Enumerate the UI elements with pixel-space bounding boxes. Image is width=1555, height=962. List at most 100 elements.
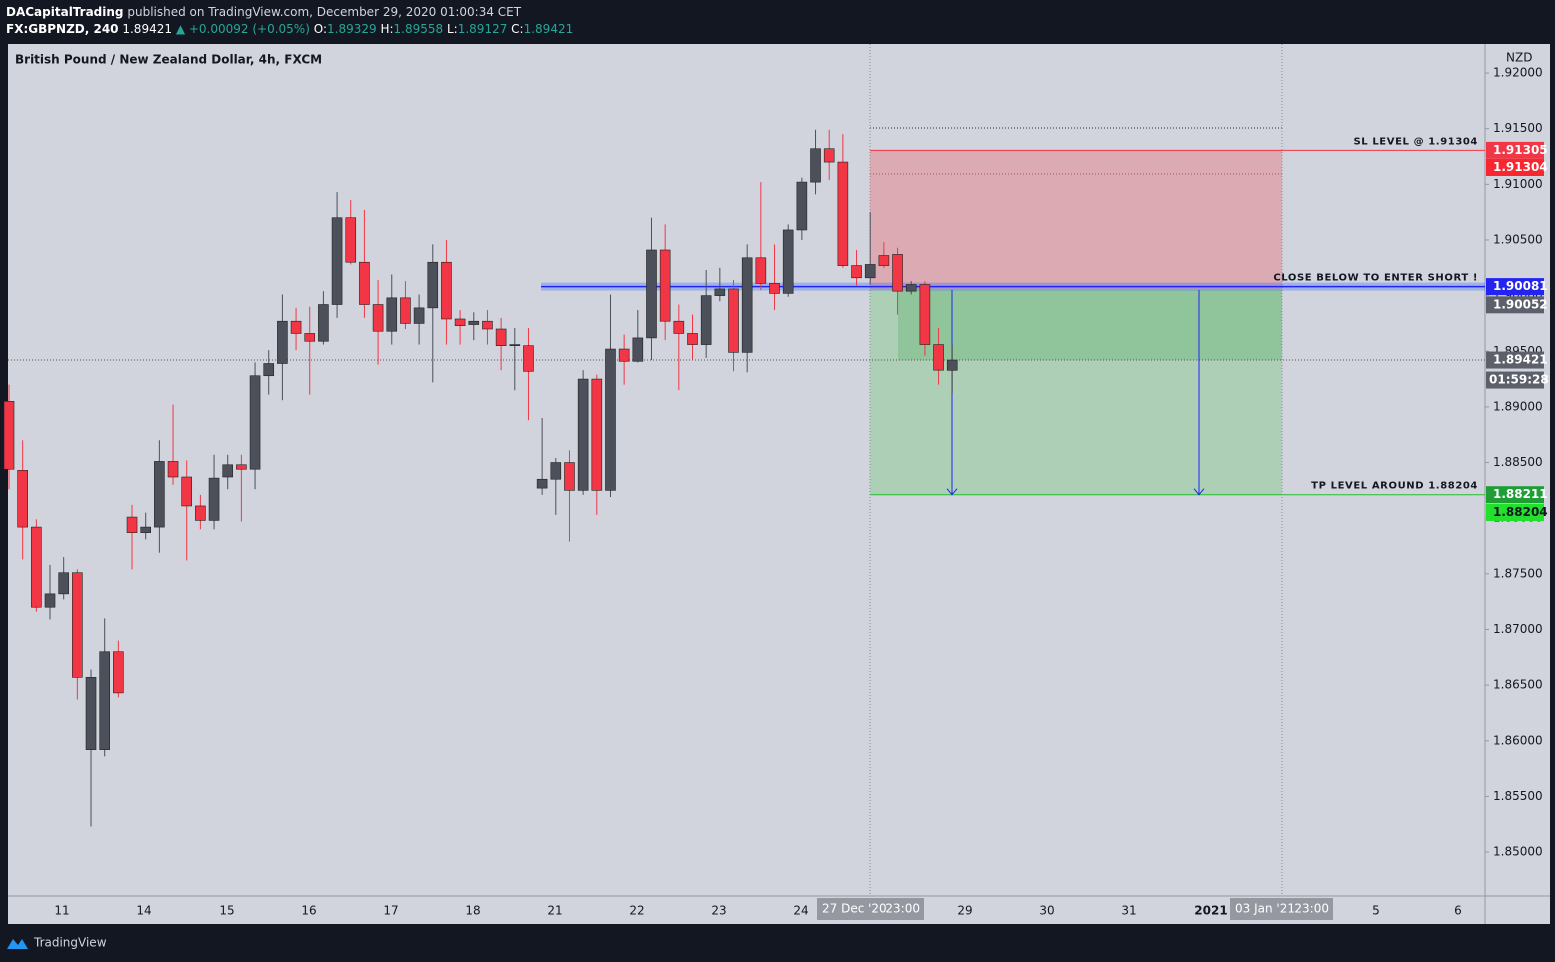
- candle-body: [482, 320, 493, 330]
- last-price: 1.89421: [122, 22, 172, 36]
- price-badge-label: 1.91304: [1493, 160, 1548, 174]
- candle-body: [3, 401, 15, 470]
- arrow-head: [1193, 488, 1205, 496]
- candle-body: [195, 505, 206, 521]
- x-tick-label: 30: [1039, 904, 1054, 918]
- candle-body: [796, 181, 808, 231]
- x-tick-label: 5: [1372, 904, 1380, 918]
- price-badge: [1486, 351, 1544, 369]
- candle-body: [659, 249, 671, 322]
- header-line-1: DACapitalTrading published on TradingVie…: [6, 5, 522, 19]
- candle-body: [126, 516, 138, 533]
- candle-body: [359, 261, 370, 305]
- y-tick-label: 1.87000: [1493, 622, 1543, 636]
- x-highlight-time: 23:00: [885, 902, 920, 916]
- candle-body: [550, 462, 562, 480]
- price-badge: [1486, 503, 1544, 521]
- candle-body: [782, 229, 794, 294]
- x-highlight-date: 27 Dec '20: [822, 902, 887, 916]
- candle-body: [44, 593, 56, 608]
- ohlc-value: 1.89329: [327, 22, 377, 36]
- candle-body: [591, 378, 603, 491]
- countdown-badge: [1486, 371, 1544, 389]
- price-badge: [1486, 486, 1544, 504]
- x-tick-label: 18: [465, 904, 480, 918]
- candle-body: [946, 359, 958, 371]
- price-badge-label: 1.88204: [1493, 505, 1548, 519]
- candle-body: [851, 265, 862, 279]
- candle-body: [263, 363, 275, 377]
- countdown: 01:59:28: [1489, 373, 1549, 387]
- annotation: CLOSE BELOW TO ENTER SHORT !: [1273, 273, 1478, 284]
- price-badge-label: 1.90052: [1493, 297, 1548, 311]
- candle-body: [222, 464, 234, 478]
- annotation: SL LEVEL @ 1.91304: [1353, 136, 1478, 147]
- candle-body: [468, 320, 480, 325]
- ohlc-key: H:: [380, 22, 393, 36]
- ohlc-value: 1.89127: [458, 22, 508, 36]
- x-tick-label: 31: [1121, 904, 1136, 918]
- ohlc-value: 1.89421: [524, 22, 574, 36]
- candle-body: [687, 333, 698, 345]
- candle-body: [564, 462, 575, 491]
- candle-body: [632, 337, 644, 362]
- candle-body: [400, 297, 411, 324]
- y-tick-label: 1.85500: [1493, 789, 1543, 803]
- y-tick-label: 1.85000: [1493, 845, 1543, 859]
- x-tick-label: 16: [301, 904, 316, 918]
- change: ▲ +0.00092 (+0.05%): [176, 22, 310, 36]
- x-highlight: [1230, 898, 1333, 920]
- candle-body: [331, 217, 343, 305]
- ohlc-key: L:: [447, 22, 458, 36]
- candle-body: [372, 304, 384, 332]
- x-tick-label: 24: [793, 904, 808, 918]
- y-tick-label: 1.86000: [1493, 733, 1543, 747]
- candle-body: [755, 257, 767, 284]
- ohlc-value: 1.89558: [394, 22, 444, 36]
- x-tick-label: 14: [136, 904, 151, 918]
- ohlc-key: O:: [314, 22, 327, 36]
- candle-body: [495, 328, 507, 346]
- x-tick-label: 21: [547, 904, 562, 918]
- price-badge: [1486, 159, 1544, 176]
- candle-body: [823, 148, 835, 163]
- candle-body: [167, 461, 179, 478]
- price-badge-label: 1.89421: [1493, 353, 1548, 367]
- candle-body: [741, 257, 753, 353]
- x-tick-label: 6: [1454, 904, 1462, 918]
- candle-body: [673, 320, 685, 334]
- candle-body: [140, 526, 151, 533]
- candle-body: [304, 333, 316, 342]
- candle-body: [386, 297, 398, 332]
- candle-body: [154, 461, 165, 528]
- candle-body: [905, 284, 917, 292]
- candle-body: [277, 320, 288, 364]
- x-tick-label: 22: [629, 904, 644, 918]
- x-tick-label: 29: [957, 904, 972, 918]
- candle-body: [878, 255, 890, 266]
- price-badge-label: 1.90081: [1493, 279, 1548, 293]
- candle-body: [728, 288, 739, 353]
- candle-body: [837, 161, 849, 266]
- candle-body: [700, 295, 712, 345]
- y-tick-label: 1.88500: [1493, 455, 1543, 469]
- candle-body: [290, 320, 302, 334]
- candle-body: [113, 651, 124, 694]
- x-tick-label: 23: [711, 904, 726, 918]
- price-badge-label: 1.88211: [1493, 487, 1548, 501]
- candle-body: [810, 148, 821, 183]
- x-tick-label: 15: [219, 904, 234, 918]
- candle-body: [714, 288, 726, 296]
- candle-body: [864, 264, 876, 279]
- candle-body: [58, 572, 69, 595]
- price-badge: [1486, 141, 1544, 159]
- y-tick-label: 1.90500: [1493, 232, 1543, 246]
- candle-body: [523, 345, 534, 372]
- symbol: FX:GBPNZD, 240: [6, 22, 119, 36]
- currency: NZD: [1506, 51, 1532, 65]
- logo: [7, 939, 28, 949]
- price-badge: [1486, 278, 1544, 296]
- x-highlight: [817, 898, 924, 920]
- chart-area: [8, 44, 1550, 924]
